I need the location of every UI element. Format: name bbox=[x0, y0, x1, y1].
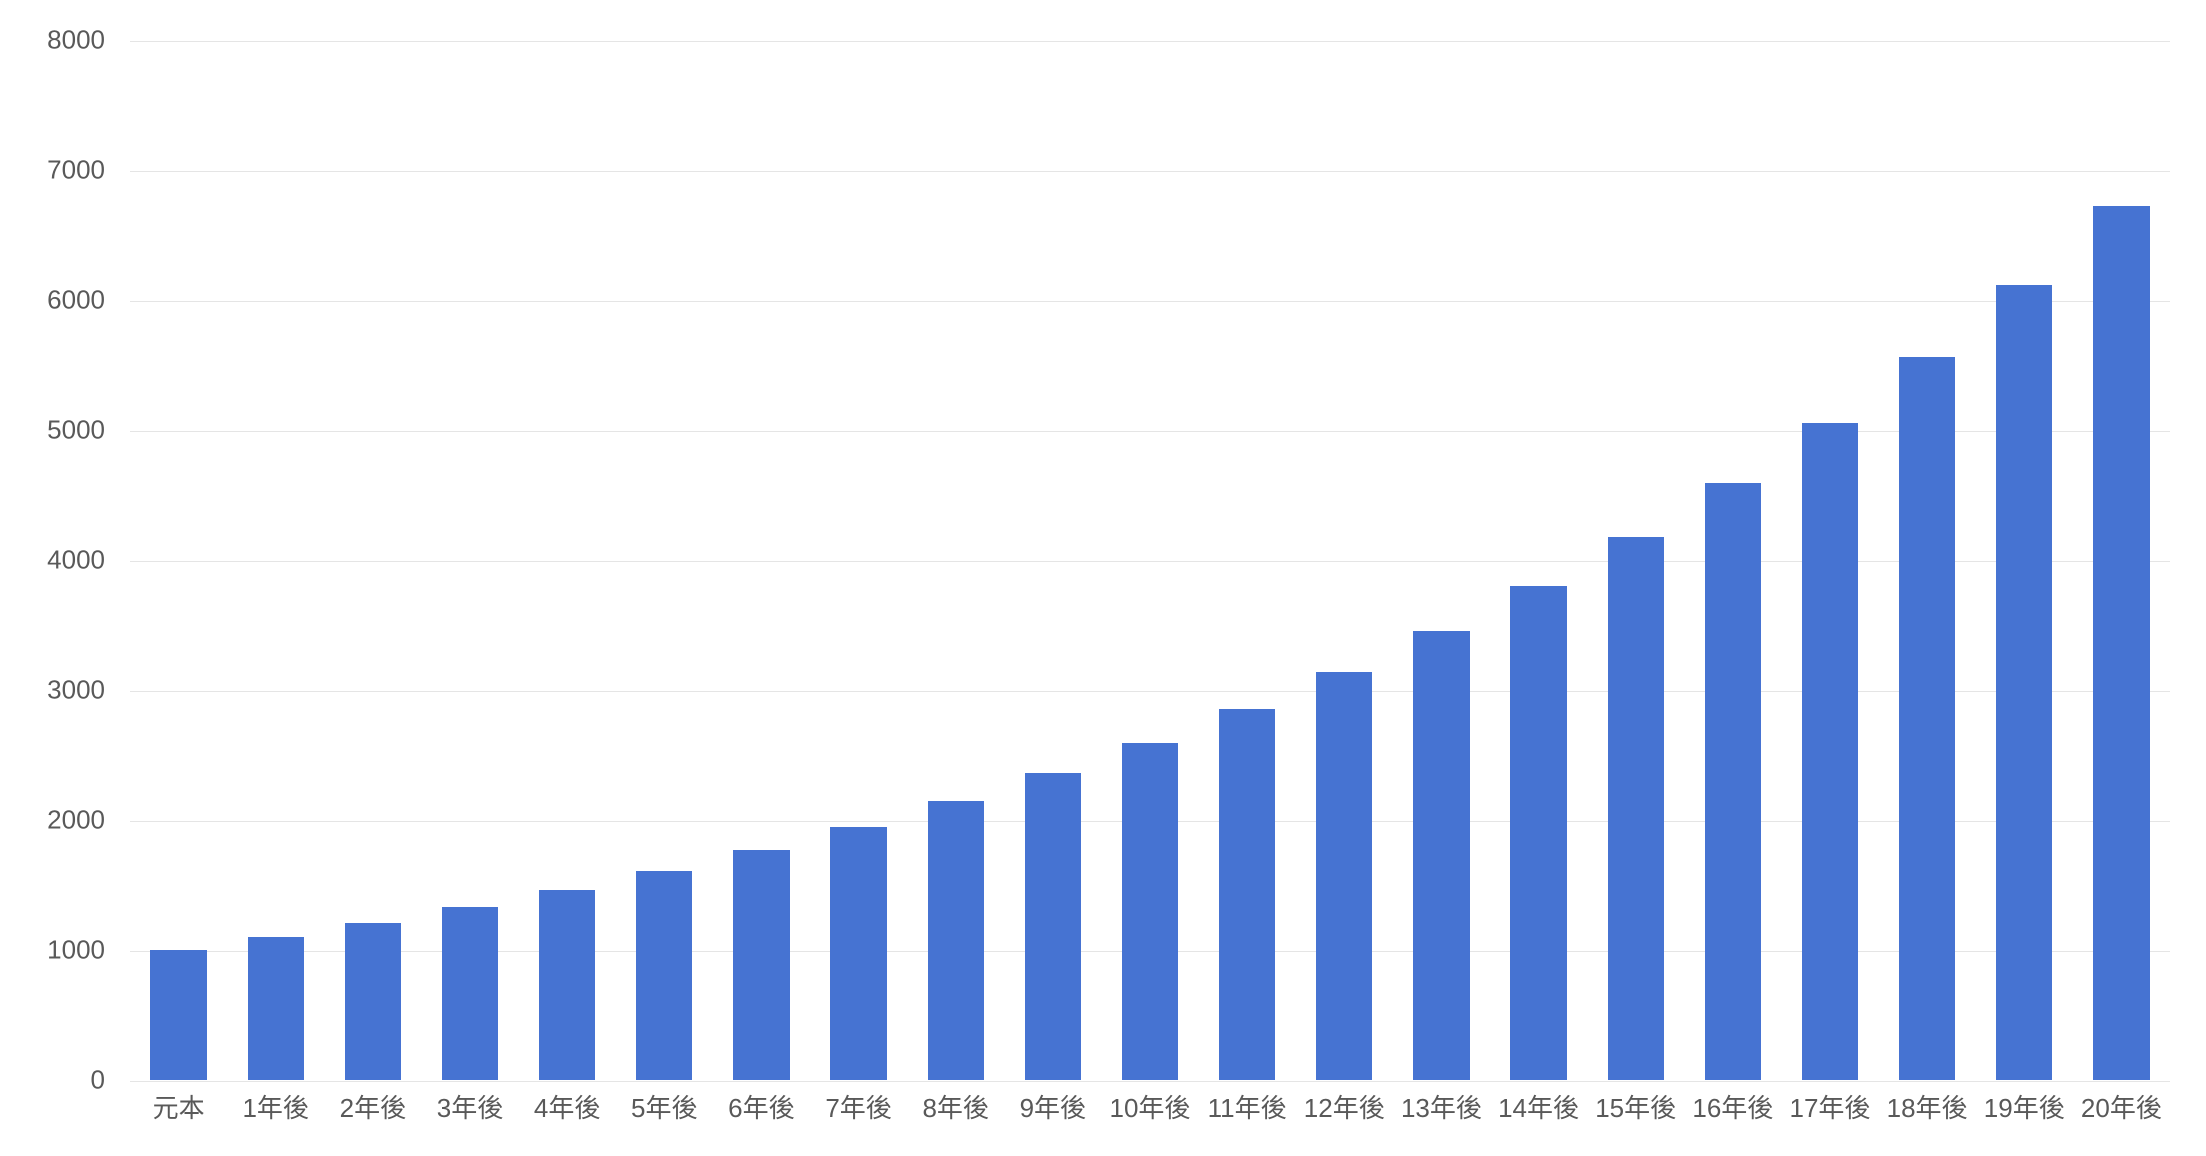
x-tick-label: 6年後 bbox=[713, 1088, 810, 1125]
x-tick-label: 11年後 bbox=[1199, 1088, 1296, 1125]
x-tick-label: 19年後 bbox=[1976, 1088, 2073, 1125]
bar-slot bbox=[130, 41, 227, 1080]
x-tick-label: 5年後 bbox=[616, 1088, 713, 1125]
bar-slot bbox=[519, 41, 616, 1080]
bar-slot bbox=[1976, 41, 2073, 1080]
bar bbox=[1899, 357, 1955, 1080]
y-tick-label: 6000 bbox=[10, 285, 105, 316]
bar bbox=[636, 871, 692, 1080]
y-tick-label: 5000 bbox=[10, 415, 105, 446]
bar bbox=[733, 850, 789, 1080]
bar-slot bbox=[1781, 41, 1878, 1080]
y-tick-label: 7000 bbox=[10, 155, 105, 186]
bar bbox=[150, 950, 206, 1080]
x-axis: 元本1年後2年後3年後4年後5年後6年後7年後8年後9年後10年後11年後12年… bbox=[130, 1088, 2170, 1125]
bar bbox=[928, 801, 984, 1080]
y-tick-label: 3000 bbox=[10, 675, 105, 706]
x-tick-label: 10年後 bbox=[1101, 1088, 1198, 1125]
bar-slot bbox=[1296, 41, 1393, 1080]
y-tick-label: 1000 bbox=[10, 935, 105, 966]
y-tick-label: 8000 bbox=[10, 25, 105, 56]
bar-slot bbox=[1101, 41, 1198, 1080]
bar bbox=[1996, 285, 2052, 1080]
y-tick-label: 0 bbox=[10, 1065, 105, 1096]
bar bbox=[345, 923, 401, 1080]
x-tick-label: 12年後 bbox=[1296, 1088, 1393, 1125]
x-tick-label: 14年後 bbox=[1490, 1088, 1587, 1125]
bars bbox=[130, 41, 2170, 1080]
bar bbox=[1025, 773, 1081, 1080]
bar bbox=[1316, 672, 1372, 1080]
bar-slot bbox=[1004, 41, 1101, 1080]
gridline bbox=[130, 1081, 2170, 1082]
y-tick-label: 4000 bbox=[10, 545, 105, 576]
bar-slot bbox=[1393, 41, 1490, 1080]
bar bbox=[539, 890, 595, 1080]
bar bbox=[2093, 206, 2149, 1081]
bar-slot bbox=[2073, 41, 2170, 1080]
bar bbox=[1219, 709, 1275, 1080]
bar-slot bbox=[1587, 41, 1684, 1080]
y-tick-label: 2000 bbox=[10, 805, 105, 836]
plot-area bbox=[130, 40, 2170, 1080]
x-tick-label: 1年後 bbox=[227, 1088, 324, 1125]
bar bbox=[1413, 631, 1469, 1080]
x-tick-label: 7年後 bbox=[810, 1088, 907, 1125]
x-tick-label: 18年後 bbox=[1879, 1088, 1976, 1125]
bar-slot bbox=[324, 41, 421, 1080]
bar bbox=[1122, 743, 1178, 1080]
x-tick-label: 3年後 bbox=[421, 1088, 518, 1125]
bar-slot bbox=[810, 41, 907, 1080]
x-tick-label: 13年後 bbox=[1393, 1088, 1490, 1125]
bar-slot bbox=[1879, 41, 1976, 1080]
bar-slot bbox=[1490, 41, 1587, 1080]
x-tick-label: 17年後 bbox=[1781, 1088, 1878, 1125]
x-tick-label: 2年後 bbox=[324, 1088, 421, 1125]
x-tick-label: 16年後 bbox=[1684, 1088, 1781, 1125]
bar-slot bbox=[1684, 41, 1781, 1080]
bar-slot bbox=[907, 41, 1004, 1080]
x-tick-label: 15年後 bbox=[1587, 1088, 1684, 1125]
bar bbox=[1510, 586, 1566, 1080]
bar-slot bbox=[421, 41, 518, 1080]
x-tick-label: 8年後 bbox=[907, 1088, 1004, 1125]
bar bbox=[442, 907, 498, 1080]
x-tick-label: 4年後 bbox=[519, 1088, 616, 1125]
bar-chart: 010002000300040005000600070008000 元本1年後2… bbox=[20, 20, 2186, 1136]
x-tick-label: 20年後 bbox=[2073, 1088, 2170, 1125]
bar-slot bbox=[227, 41, 324, 1080]
bar bbox=[830, 827, 886, 1080]
bar bbox=[1802, 423, 1858, 1080]
x-tick-label: 9年後 bbox=[1004, 1088, 1101, 1125]
x-tick-label: 元本 bbox=[130, 1088, 227, 1125]
bar-slot bbox=[713, 41, 810, 1080]
bar-slot bbox=[1199, 41, 1296, 1080]
bar bbox=[1705, 483, 1761, 1080]
bar bbox=[248, 937, 304, 1080]
bar-slot bbox=[616, 41, 713, 1080]
y-axis: 010002000300040005000600070008000 bbox=[20, 40, 115, 1080]
bar bbox=[1608, 537, 1664, 1080]
